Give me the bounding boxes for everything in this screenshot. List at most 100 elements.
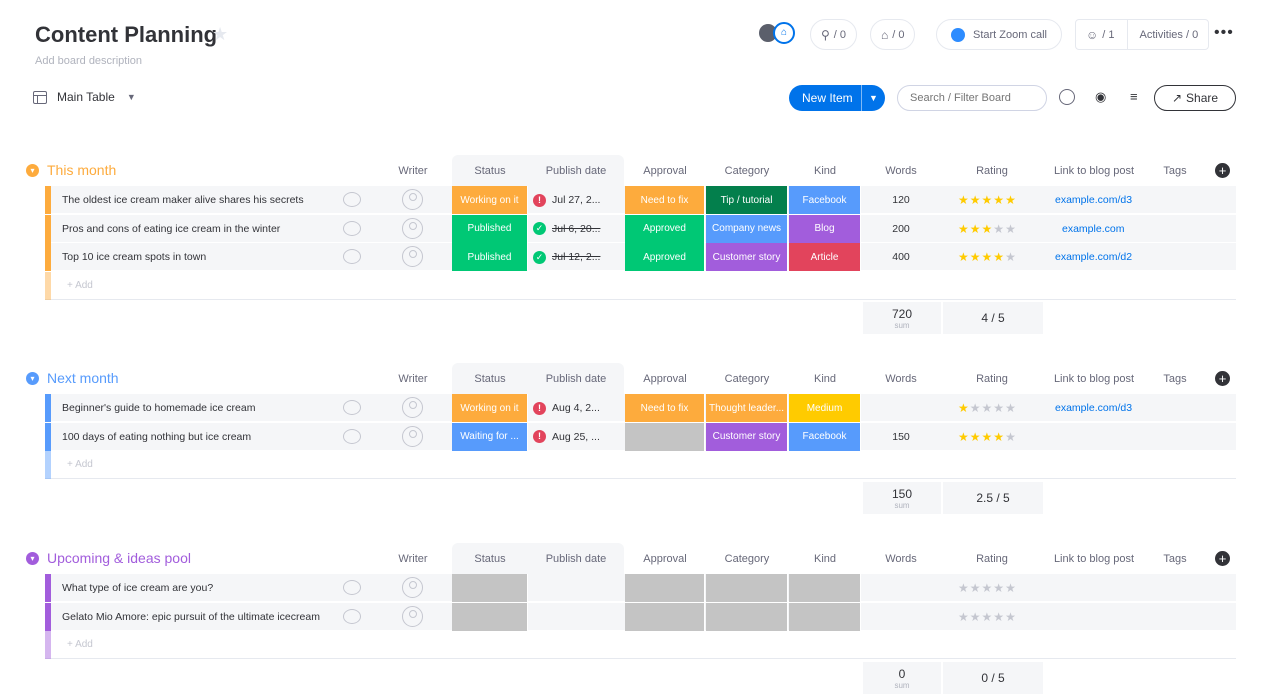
star-icon[interactable]: ★ (993, 429, 1006, 444)
kind-cell[interactable]: Blog (789, 214, 861, 243)
kind-cell[interactable]: Article (789, 243, 861, 271)
table-row[interactable]: 100 days of eating nothing but ice cream… (45, 422, 1236, 451)
category-cell[interactable]: Company news (706, 214, 788, 243)
words-cell[interactable] (863, 394, 939, 422)
category-cell[interactable] (706, 602, 788, 631)
approval-cell[interactable]: Approved (625, 214, 705, 243)
item-name[interactable]: Beginner's guide to homemade ice cream (62, 402, 256, 414)
updates-bubble-icon[interactable] (343, 249, 361, 264)
star-icon[interactable]: ★ (969, 609, 982, 624)
updates-bubble-icon[interactable] (343, 220, 361, 236)
publish-date-cell[interactable]: ✓ Jul 12, 2... (533, 243, 600, 271)
star-icon[interactable]: ★ (958, 250, 970, 264)
column-header-category[interactable]: Category (724, 373, 770, 385)
star-icon[interactable]: ★ (981, 193, 994, 207)
search-input[interactable] (897, 85, 1047, 111)
board-title[interactable]: Content Planning (35, 22, 218, 47)
publish-date-cell[interactable]: ! Aug 4, 2... (533, 394, 600, 422)
add-item-row[interactable]: + Add (45, 451, 1236, 479)
add-item-input[interactable]: + Add (67, 639, 93, 650)
collapse-group-icon[interactable]: ▾ (26, 551, 39, 565)
rating-cell[interactable]: ★ ★ ★ ★ ★ (958, 394, 1017, 422)
column-header-writer[interactable]: Writer (398, 373, 428, 385)
column-header-writer[interactable]: Writer (398, 553, 428, 565)
column-header-kind[interactable]: Kind (813, 553, 837, 565)
kind-cell[interactable] (789, 602, 861, 631)
column-header-category[interactable]: Category (724, 165, 770, 177)
blog-post-link[interactable]: example.com/d3 (1055, 194, 1133, 206)
column-header-rating[interactable]: Rating (976, 373, 1008, 385)
star-icon[interactable]: ★ (969, 429, 982, 444)
approval-cell[interactable] (625, 574, 705, 602)
column-header-rating[interactable]: Rating (976, 553, 1008, 565)
add-item-row[interactable]: + Add (45, 271, 1236, 300)
rating-cell[interactable]: ★ ★ ★ ★ ★ (958, 243, 1017, 271)
item-name[interactable]: Pros and cons of eating ice cream in the… (62, 222, 281, 235)
column-header-writer[interactable]: Writer (398, 165, 428, 177)
star-icon[interactable]: ★ (1005, 609, 1017, 624)
column-header-link[interactable]: Link to blog post (1053, 165, 1135, 177)
kind-cell[interactable]: Facebook (789, 186, 861, 214)
start-zoom-call-button[interactable]: Start Zoom call (936, 19, 1062, 50)
star-icon[interactable]: ★ (993, 193, 1006, 207)
members-count[interactable]: / 1 (1102, 28, 1115, 41)
column-header-approval[interactable]: Approval (643, 373, 687, 385)
board-description[interactable]: Add board description (35, 55, 143, 67)
table-row[interactable]: Top 10 ice cream spots in town Published ✓… (45, 243, 1236, 271)
column-header-kind[interactable]: Kind (813, 373, 837, 385)
new-item-button[interactable]: New Item ▼ (789, 85, 885, 111)
star-icon[interactable]: ★ (993, 221, 1006, 236)
column-header-status[interactable]: Status (474, 373, 506, 385)
writer-avatar-icon[interactable] (402, 577, 423, 598)
rating-cell[interactable]: ★ ★ ★ ★ ★ (958, 215, 1017, 243)
blog-post-link[interactable]: example.com/d2 (1055, 251, 1133, 263)
share-button[interactable]: ↗ Share (1154, 85, 1236, 111)
approval-cell[interactable]: Need to fix (625, 186, 705, 214)
add-item-input[interactable]: + Add (67, 459, 93, 470)
group-header[interactable]: ▾ Upcoming & ideas pool (26, 546, 191, 570)
kind-cell[interactable] (789, 574, 861, 602)
members-icon[interactable]: ☺ (1086, 27, 1099, 42)
category-cell[interactable]: Customer story (706, 243, 788, 271)
kind-cell[interactable]: Facebook (789, 422, 861, 451)
item-name[interactable]: What type of ice cream are you? (62, 582, 214, 594)
group-title[interactable]: This month (47, 162, 117, 178)
star-icon[interactable]: ★ (981, 401, 994, 415)
star-icon[interactable]: ★ (993, 581, 1006, 595)
star-icon[interactable]: ★ (969, 250, 982, 264)
status-cell[interactable]: Working on it (452, 186, 528, 214)
rating-cell[interactable]: ★ ★ ★ ★ ★ (958, 574, 1017, 602)
add-column-icon[interactable]: + (1215, 371, 1230, 386)
writer-avatar-icon[interactable] (402, 605, 423, 627)
rating-cell[interactable]: ★ ★ ★ ★ ★ (958, 186, 1017, 214)
writer-avatar-icon[interactable] (402, 425, 423, 447)
publish-date-cell[interactable]: ! Jul 27, 2... (533, 186, 600, 214)
column-header-approval[interactable]: Approval (643, 165, 687, 177)
approval-cell[interactable] (625, 422, 705, 451)
writer-avatar-icon[interactable] (402, 397, 423, 418)
view-selector[interactable]: Main Table ▼ (33, 90, 136, 104)
add-column-icon[interactable]: + (1215, 163, 1230, 178)
star-icon[interactable]: ★ (981, 250, 994, 264)
rating-cell[interactable]: ★ ★ ★ ★ ★ (958, 603, 1017, 631)
words-cell[interactable]: 150 (892, 430, 910, 443)
approval-cell[interactable]: Approved (625, 243, 705, 271)
star-icon[interactable]: ★ (993, 609, 1006, 624)
column-header-tags[interactable]: Tags (1163, 553, 1187, 565)
writer-avatar-icon[interactable] (402, 189, 423, 210)
chevron-down-icon[interactable]: ▼ (861, 85, 885, 111)
table-row[interactable]: Gelato Mio Amore: epic pursuit of the ul… (45, 602, 1236, 631)
item-name[interactable]: Gelato Mio Amore: epic pursuit of the ul… (62, 610, 320, 623)
star-icon[interactable]: ★ (981, 429, 994, 444)
rating-cell[interactable]: ★ ★ ★ ★ ★ (958, 423, 1017, 451)
star-icon[interactable]: ★ (1005, 250, 1017, 264)
column-header-publish_date[interactable]: Publish date (545, 553, 607, 565)
item-name[interactable]: The oldest ice cream maker alive shares … (62, 194, 304, 206)
publish-date-cell[interactable]: ✓ Jul 6, 20... (533, 215, 600, 243)
table-row[interactable]: The oldest ice cream maker alive shares … (45, 186, 1236, 214)
category-cell[interactable]: Customer story (706, 422, 788, 451)
star-icon[interactable]: ★ (1005, 193, 1017, 207)
column-header-status[interactable]: Status (474, 553, 506, 565)
updates-bubble-icon[interactable] (343, 580, 361, 595)
publish-date-cell[interactable]: ! Aug 25, ... (533, 423, 600, 451)
